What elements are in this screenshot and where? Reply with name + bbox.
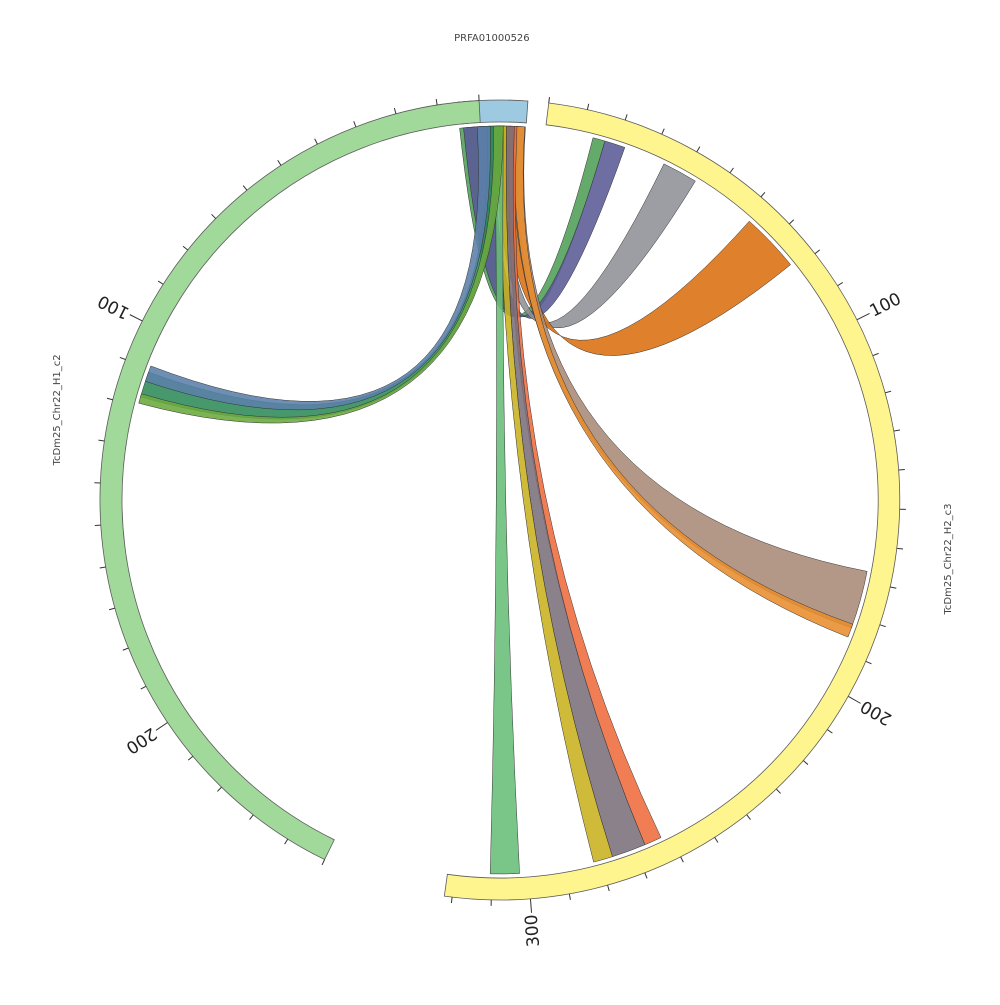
minor-tick bbox=[285, 839, 288, 844]
minor-tick bbox=[815, 250, 820, 254]
segment-label-prfa: PRFA01000526 bbox=[454, 33, 530, 44]
minor-tick bbox=[436, 99, 437, 105]
segment-h1 bbox=[100, 101, 480, 860]
minor-tick bbox=[120, 357, 126, 359]
minor-tick bbox=[894, 430, 900, 431]
minor-tick bbox=[880, 625, 886, 627]
minor-tick bbox=[394, 108, 396, 114]
minor-tick bbox=[123, 648, 129, 650]
minor-tick bbox=[107, 398, 113, 400]
segment-label-h2: TcDm25_Chr22_H2_c3 bbox=[943, 504, 954, 616]
minor-tick bbox=[827, 730, 832, 733]
links-layer bbox=[139, 126, 867, 874]
minor-tick bbox=[897, 548, 903, 549]
minor-tick bbox=[315, 139, 318, 144]
minor-tick bbox=[109, 608, 115, 610]
minor-tick bbox=[100, 567, 106, 568]
minor-tick bbox=[838, 282, 843, 285]
tick-label-h1-200: 200 bbox=[122, 723, 160, 758]
segment-label-h1: TcDm25_Chr22_H1_c2 bbox=[52, 354, 63, 466]
major-tick bbox=[530, 899, 531, 913]
tick-label-h2-200: 200 bbox=[857, 696, 895, 729]
major-tick bbox=[857, 313, 869, 319]
major-tick bbox=[848, 696, 860, 703]
minor-tick bbox=[188, 756, 193, 760]
minor-tick bbox=[250, 815, 254, 820]
minor-tick bbox=[243, 186, 247, 191]
minor-tick bbox=[354, 121, 356, 127]
tick-label-h2-300: 300 bbox=[522, 914, 544, 948]
minor-tick bbox=[730, 168, 733, 173]
minor-tick bbox=[212, 214, 216, 218]
minor-tick bbox=[873, 353, 879, 355]
minor-tick bbox=[890, 587, 896, 588]
minor-tick bbox=[141, 686, 146, 689]
minor-tick bbox=[885, 391, 891, 393]
minor-tick bbox=[569, 894, 570, 900]
minor-tick bbox=[549, 97, 550, 103]
tick-label-h2-100: 100 bbox=[867, 289, 905, 321]
minor-tick bbox=[98, 440, 104, 441]
minor-tick bbox=[645, 873, 647, 879]
minor-tick bbox=[681, 857, 684, 862]
minor-tick bbox=[587, 104, 588, 110]
minor-tick bbox=[697, 147, 700, 152]
major-tick bbox=[156, 723, 168, 731]
minor-tick bbox=[608, 885, 610, 891]
major-tick bbox=[130, 315, 143, 321]
minor-tick bbox=[278, 160, 281, 165]
tick-label-h1-100: 100 bbox=[95, 290, 133, 322]
minor-tick bbox=[803, 761, 808, 765]
minor-tick bbox=[747, 815, 751, 820]
minor-tick bbox=[776, 789, 780, 793]
minor-tick bbox=[158, 281, 163, 284]
minor-tick bbox=[322, 860, 325, 865]
minor-tick bbox=[866, 661, 871, 663]
minor-tick bbox=[451, 897, 452, 903]
link-ribbon-4 bbox=[513, 126, 868, 628]
minor-tick bbox=[625, 114, 627, 120]
minor-tick bbox=[761, 192, 765, 197]
minor-tick bbox=[715, 837, 718, 842]
minor-tick bbox=[662, 129, 664, 134]
minor-tick bbox=[217, 787, 221, 791]
minor-tick bbox=[183, 246, 188, 250]
minor-tick bbox=[789, 220, 793, 224]
